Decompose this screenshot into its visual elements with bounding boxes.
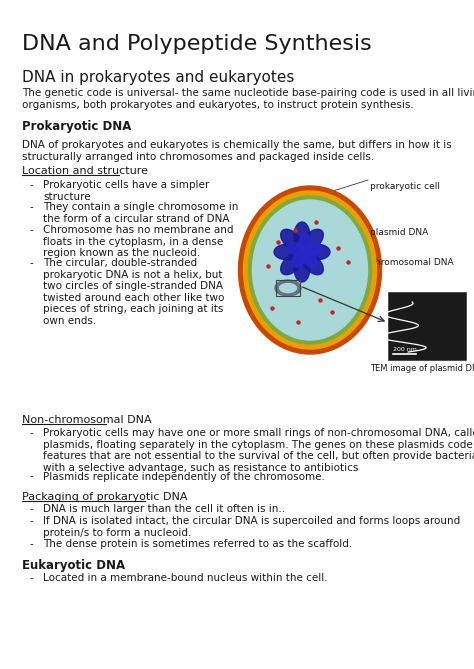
Ellipse shape (294, 222, 310, 250)
Ellipse shape (244, 191, 376, 349)
Ellipse shape (294, 254, 310, 282)
Text: TEM image of plasmid DNA: TEM image of plasmid DNA (370, 364, 474, 373)
Text: chromosomal DNA: chromosomal DNA (370, 258, 454, 267)
Text: Non-chromosomal DNA: Non-chromosomal DNA (22, 415, 152, 425)
Ellipse shape (275, 280, 301, 296)
Ellipse shape (301, 252, 323, 275)
Text: -: - (30, 203, 34, 213)
Ellipse shape (288, 243, 307, 256)
Ellipse shape (281, 252, 303, 275)
Text: DNA in prokaryotes and eukaryotes: DNA in prokaryotes and eukaryotes (22, 70, 294, 85)
Text: 200 nm: 200 nm (393, 347, 417, 352)
Ellipse shape (303, 244, 322, 256)
Ellipse shape (253, 200, 367, 340)
Bar (276, 280, 300, 296)
Text: -: - (30, 472, 34, 482)
Text: prokaryotic cell: prokaryotic cell (370, 182, 440, 191)
Text: DNA is much larger than the cell it often is in..: DNA is much larger than the cell it ofte… (43, 504, 285, 514)
Text: DNA and Polypeptide Synthesis: DNA and Polypeptide Synthesis (22, 34, 372, 54)
Text: plasmid DNA: plasmid DNA (370, 228, 428, 237)
Text: The genetic code is universal- the same nucleotide base-pairing code is used in : The genetic code is universal- the same … (22, 88, 474, 110)
Text: If DNA is isolated intact, the circular DNA is supercoiled and forms loops aroun: If DNA is isolated intact, the circular … (43, 516, 460, 538)
Text: -: - (30, 258, 34, 268)
Ellipse shape (248, 196, 372, 344)
Ellipse shape (301, 229, 323, 252)
Text: Eukaryotic DNA: Eukaryotic DNA (22, 559, 125, 572)
Text: The dense protein is sometimes referred to as the scaffold.: The dense protein is sometimes referred … (43, 539, 352, 549)
Text: Chromosome has no membrane and
floats in the cytoplasm, in a dense
region known : Chromosome has no membrane and floats in… (43, 225, 234, 258)
Ellipse shape (302, 244, 330, 260)
Text: Prokaryotic cells may have one or more small rings of non-chromosomal DNA, calle: Prokaryotic cells may have one or more s… (43, 428, 474, 473)
Text: Packaging of prokaryotic DNA: Packaging of prokaryotic DNA (22, 492, 188, 502)
Ellipse shape (238, 186, 382, 354)
Text: Location and structure: Location and structure (22, 166, 148, 176)
Text: DNA of prokaryotes and eukaryotes is chemically the same, but differs in how it : DNA of prokaryotes and eukaryotes is che… (22, 140, 452, 162)
Ellipse shape (292, 250, 308, 267)
Text: -: - (30, 180, 34, 190)
Text: -: - (30, 504, 34, 514)
Text: They contain a single chromosome in
the form of a circular strand of DNA: They contain a single chromosome in the … (43, 203, 238, 224)
Text: Plasmids replicate independently of the chromosome.: Plasmids replicate independently of the … (43, 472, 325, 482)
Ellipse shape (299, 234, 311, 254)
Ellipse shape (280, 284, 297, 292)
Text: Prokaryotic DNA: Prokaryotic DNA (22, 120, 131, 133)
Text: -: - (30, 539, 34, 549)
Text: -: - (30, 573, 34, 583)
Text: Prokaryotic cells have a simpler
structure: Prokaryotic cells have a simpler structu… (43, 180, 209, 201)
Text: -: - (30, 225, 34, 235)
Text: -: - (30, 516, 34, 527)
Text: Located in a membrane-bound nucleus within the cell.: Located in a membrane-bound nucleus with… (43, 573, 328, 583)
Ellipse shape (281, 229, 303, 252)
Text: -: - (30, 428, 34, 438)
Text: The circular, double-stranded
prokaryotic DNA is not a helix, but
two circles of: The circular, double-stranded prokaryoti… (43, 258, 224, 326)
Ellipse shape (274, 244, 302, 260)
Ellipse shape (302, 250, 317, 268)
Bar (388, 292, 466, 360)
